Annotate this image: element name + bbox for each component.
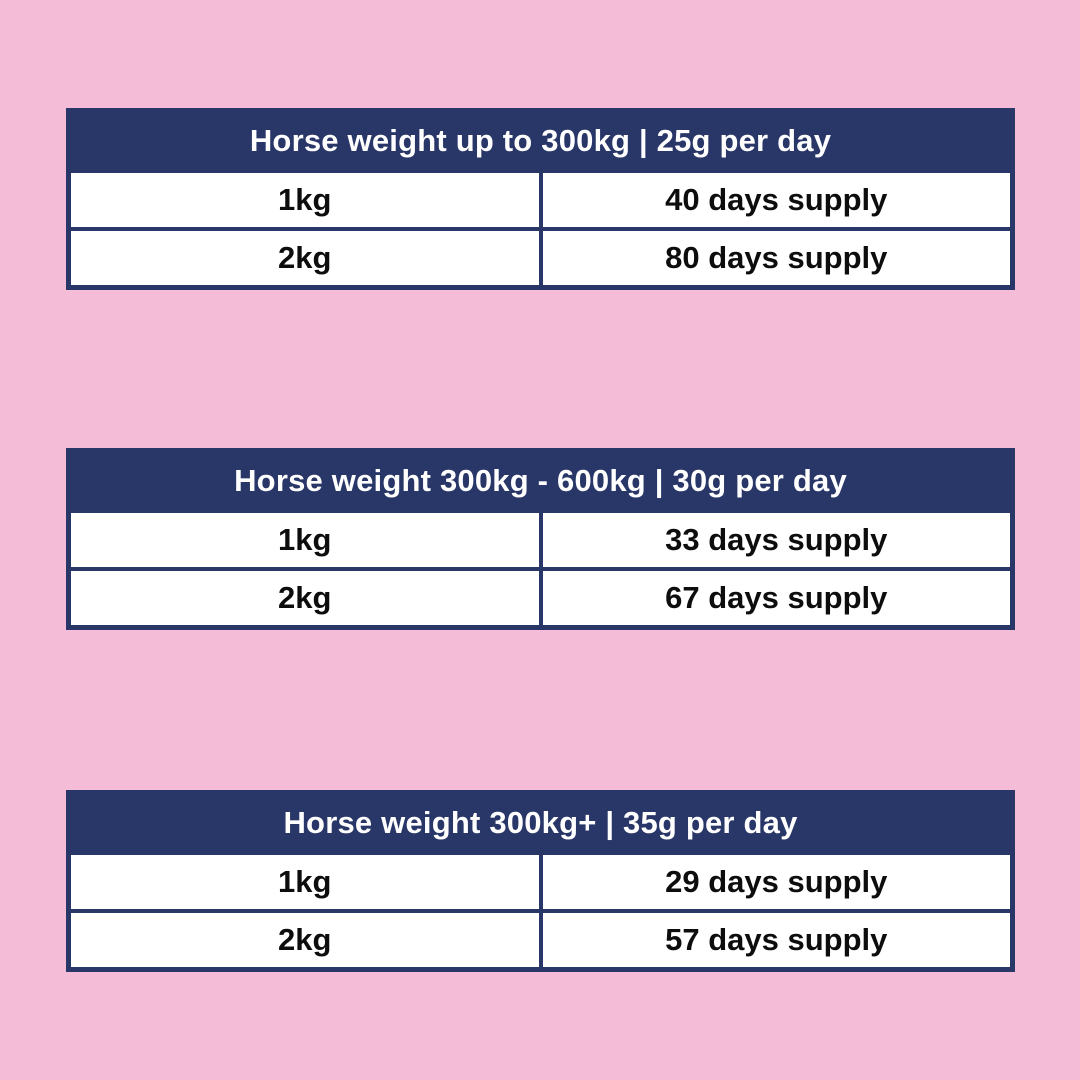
supply-cell: 40 days supply	[538, 173, 1011, 227]
table-row: 1kg 29 days supply	[71, 851, 1010, 909]
supply-cell: 33 days supply	[538, 513, 1011, 567]
pack-size-cell: 2kg	[278, 922, 332, 957]
supply-cell: 29 days supply	[538, 855, 1011, 909]
pack-size-cell: 2kg	[278, 240, 332, 275]
table-row: 1kg 40 days supply	[71, 169, 1010, 227]
table-row: 2kg 80 days supply	[71, 227, 1010, 285]
pack-size-cell: 1kg	[278, 182, 332, 217]
supply-cell: 80 days supply	[538, 231, 1011, 285]
feeding-table-up-to-300kg: Horse weight up to 300kg | 25g per day 1…	[66, 108, 1015, 290]
pack-size-cell: 1kg	[278, 522, 332, 557]
feeding-table-300kg-plus: Horse weight 300kg+ | 35g per day 1kg 29…	[66, 790, 1015, 972]
table-row: 2kg 57 days supply	[71, 909, 1010, 967]
supply-cell: 57 days supply	[538, 913, 1011, 967]
feeding-table-300-600kg: Horse weight 300kg - 600kg | 30g per day…	[66, 448, 1015, 630]
supply-cell: 67 days supply	[538, 571, 1011, 625]
table-header: Horse weight 300kg - 600kg | 30g per day	[71, 453, 1010, 509]
table-row: 2kg 67 days supply	[71, 567, 1010, 625]
table-row: 1kg 33 days supply	[71, 509, 1010, 567]
table-header: Horse weight up to 300kg | 25g per day	[71, 113, 1010, 169]
pack-size-cell: 2kg	[278, 580, 332, 615]
pack-size-cell: 1kg	[278, 864, 332, 899]
table-header: Horse weight 300kg+ | 35g per day	[71, 795, 1010, 851]
